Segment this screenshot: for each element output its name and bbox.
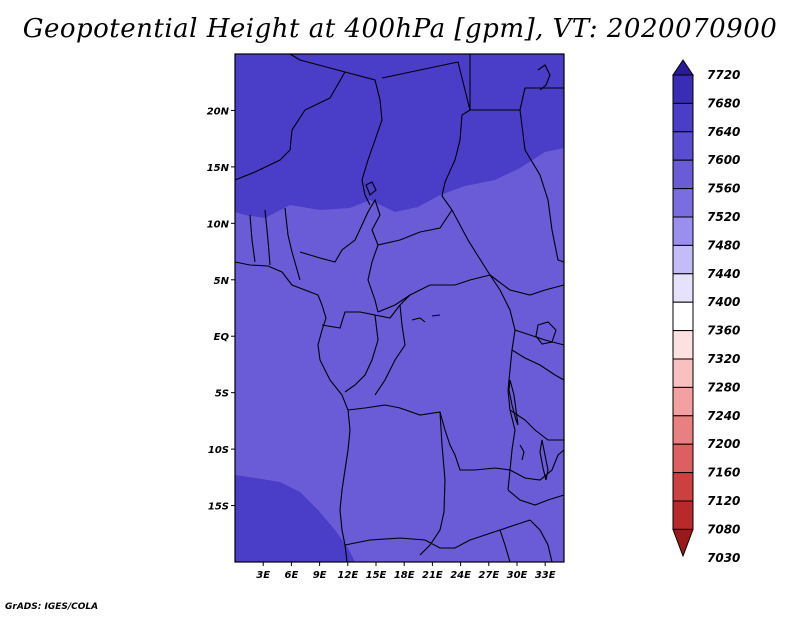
colorbar-segment — [672, 273, 694, 303]
y-tick-label: 5N — [214, 276, 230, 287]
colorbar-label: 7480 — [707, 238, 740, 252]
x-tick-label: 15E — [366, 570, 387, 581]
border-mali-niger — [289, 53, 383, 206]
colorbar-segment — [672, 159, 694, 190]
colorbar-segment — [672, 301, 694, 332]
longitude-axis: 3E 6E 9E 12E 15E 18E 21E 24E 27E 30E 33E — [256, 562, 556, 581]
colorbar-segment — [672, 216, 694, 246]
y-tick-label: 15N — [207, 163, 230, 174]
colorbar-segment — [672, 244, 694, 275]
colorbar-label: 7680 — [707, 96, 740, 110]
colorbar-label: 7030 — [707, 551, 740, 565]
x-tick-label: 6E — [285, 570, 299, 581]
lake-chad — [365, 181, 377, 196]
border-zimbabwe-moz — [499, 449, 565, 563]
border-south-sudan — [489, 274, 565, 296]
colorbar-label: 7720 — [707, 68, 740, 82]
x-tick-label: 27E — [478, 570, 499, 581]
border-drc-congo — [374, 294, 411, 396]
x-tick-label: 24E — [450, 570, 471, 581]
map-panel — [234, 53, 565, 563]
y-tick-label: 20N — [207, 106, 230, 117]
border-niger-chad — [381, 61, 471, 116]
colorbar-label: 7360 — [707, 324, 740, 338]
colorbar-label: 7240 — [707, 409, 740, 423]
lake-malawi — [539, 439, 549, 481]
x-tick-label: 33E — [535, 570, 556, 581]
colorbar-top-arrow — [672, 59, 694, 76]
colorbar-label: 7400 — [707, 295, 740, 309]
y-tick-label: 15S — [208, 502, 229, 513]
lake-victoria — [535, 321, 557, 345]
colorbar-bottom-arrow — [672, 528, 694, 558]
colorbar-label: 7600 — [707, 153, 740, 167]
colorbar-segment — [672, 358, 694, 388]
colorbar-label: 7280 — [707, 380, 740, 394]
x-tick-label: 18E — [394, 570, 415, 581]
colorbar-segment — [672, 74, 694, 104]
border-nigeria-cameroon — [299, 198, 381, 313]
y-tick-label: 5S — [215, 389, 229, 400]
border-ethiopia — [519, 109, 565, 263]
border-angola-zambia — [419, 411, 446, 556]
country-borders — [234, 53, 565, 563]
border-angola-drc — [347, 404, 511, 471]
x-tick-label: 9E — [313, 570, 327, 581]
colorbar-label: 7160 — [707, 466, 740, 480]
border-car — [377, 209, 491, 313]
coastline-red-sea — [537, 64, 551, 91]
drc-rivers — [411, 314, 525, 461]
height-contour-region-southwest — [235, 475, 355, 562]
colorbar-segment — [672, 131, 694, 161]
colorbar-segment — [672, 472, 694, 502]
colorbar-segment — [672, 386, 694, 417]
colorbar-label: 7560 — [707, 182, 740, 196]
colorbar-label: 7200 — [707, 437, 740, 451]
x-tick-label: 30E — [507, 570, 528, 581]
coastline-west-africa — [234, 261, 351, 563]
colorbar-segment — [672, 330, 694, 360]
colorbar-label: 7640 — [707, 125, 740, 139]
y-tick-label: 10N — [207, 219, 230, 230]
colorbar-label: 7120 — [707, 494, 740, 508]
colorbar-segment — [672, 443, 694, 474]
height-contour-region-north — [235, 54, 564, 218]
colorbar-label: 7520 — [707, 210, 740, 224]
grads-credit: GrADS: IGES/COLA — [5, 602, 99, 612]
colorbar-segment — [672, 102, 694, 133]
border-drc-east — [499, 289, 516, 491]
border-benin-togo — [249, 207, 301, 281]
x-tick-label: 21E — [422, 570, 443, 581]
latitude-axis: 20N 15N 10N 5N EQ 5S 10S 15S — [207, 106, 235, 513]
y-tick-label: EQ — [214, 332, 230, 343]
map-frame — [234, 53, 565, 563]
border-nigeria — [234, 71, 346, 181]
colorbar-segment — [672, 188, 694, 218]
colorbar-segment — [672, 415, 694, 445]
y-tick-label: 10S — [208, 445, 229, 456]
colorbar-label: 7080 — [707, 522, 740, 536]
border-namibia — [344, 519, 531, 549]
border-gabon-congo — [321, 311, 379, 393]
x-tick-label: 3E — [256, 570, 270, 581]
colorbar-label: 7440 — [707, 267, 740, 281]
lake-tanganyika — [508, 379, 519, 426]
colorbar-label: 7320 — [707, 352, 740, 366]
colorbar: 7720 7680 7640 7600 7560 7520 7480 7440 7400 7360… — [672, 59, 740, 565]
chart-title: Geopotential Height at 400hPa [gpm], VT:… — [22, 14, 778, 44]
colorbar-segment — [672, 500, 694, 530]
x-tick-label: 12E — [337, 570, 358, 581]
